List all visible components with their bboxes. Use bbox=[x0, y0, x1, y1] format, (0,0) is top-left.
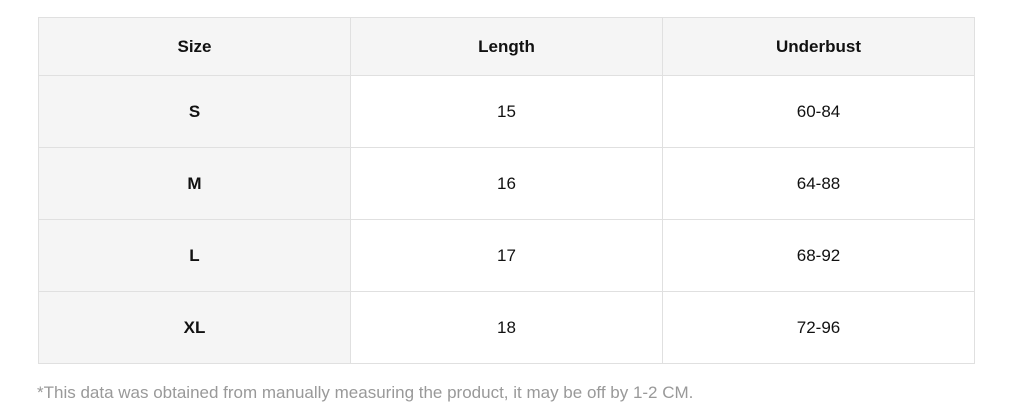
header-cell-size: Size bbox=[38, 17, 351, 76]
underbust-cell: 72-96 bbox=[662, 291, 975, 364]
header-row: Size Length Underbust bbox=[38, 17, 975, 76]
size-cell: S bbox=[38, 75, 351, 148]
measurement-disclaimer: *This data was obtained from manually me… bbox=[37, 383, 694, 402]
table-row: S 15 60-84 bbox=[38, 75, 975, 148]
header-cell-underbust: Underbust bbox=[662, 17, 975, 76]
header-cell-length: Length bbox=[350, 17, 663, 76]
length-cell: 15 bbox=[350, 75, 663, 148]
size-cell: XL bbox=[38, 291, 351, 364]
length-cell: 18 bbox=[350, 291, 663, 364]
length-cell: 16 bbox=[350, 147, 663, 220]
table-row: XL 18 72-96 bbox=[38, 291, 975, 364]
table-row: M 16 64-88 bbox=[38, 147, 975, 220]
size-cell: M bbox=[38, 147, 351, 220]
length-cell: 17 bbox=[350, 219, 663, 292]
underbust-cell: 60-84 bbox=[662, 75, 975, 148]
size-chart-table: Size Length Underbust S 15 60-84 M 16 64… bbox=[38, 17, 975, 364]
table-body: S 15 60-84 M 16 64-88 L 17 68-92 XL 18 7… bbox=[38, 75, 975, 364]
underbust-cell: 68-92 bbox=[662, 219, 975, 292]
size-cell: L bbox=[38, 219, 351, 292]
underbust-cell: 64-88 bbox=[662, 147, 975, 220]
table-header: Size Length Underbust bbox=[38, 17, 975, 76]
table-row: L 17 68-92 bbox=[38, 219, 975, 292]
